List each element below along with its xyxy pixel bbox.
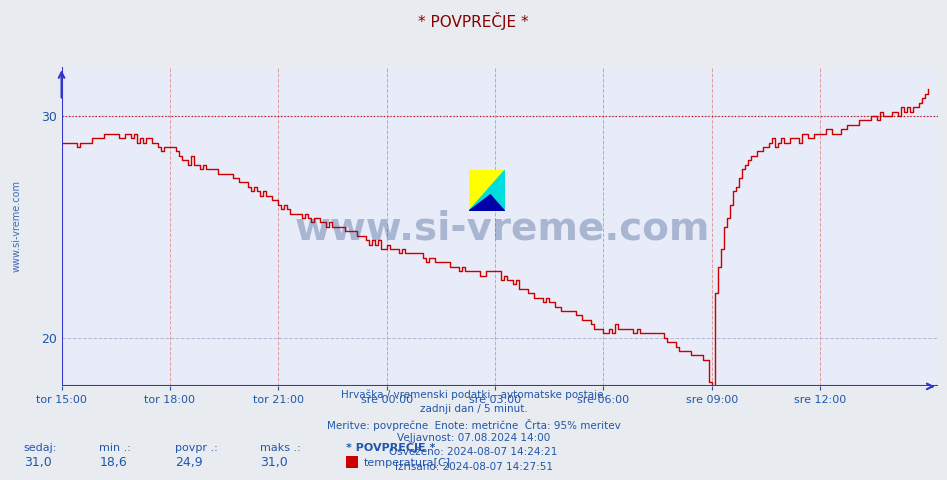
Polygon shape bbox=[469, 195, 505, 211]
Text: * POVPREČJE *: * POVPREČJE * bbox=[419, 12, 528, 30]
Text: povpr .:: povpr .: bbox=[175, 443, 218, 453]
Text: maks .:: maks .: bbox=[260, 443, 301, 453]
Text: www.si-vreme.com: www.si-vreme.com bbox=[12, 180, 22, 272]
Text: * POVPREČJE *: * POVPREČJE * bbox=[346, 441, 435, 453]
Polygon shape bbox=[469, 170, 505, 211]
Text: temperatura[C]: temperatura[C] bbox=[364, 457, 451, 468]
Text: 18,6: 18,6 bbox=[99, 456, 127, 468]
Text: Hrvaška / vremenski podatki - avtomatske postaje.: Hrvaška / vremenski podatki - avtomatske… bbox=[341, 390, 606, 400]
Text: www.si-vreme.com: www.si-vreme.com bbox=[295, 209, 709, 247]
Text: Meritve: povprečne  Enote: metrične  Črta: 95% meritev: Meritve: povprečne Enote: metrične Črta:… bbox=[327, 419, 620, 431]
Text: Veljavnost: 07.08.2024 14:00: Veljavnost: 07.08.2024 14:00 bbox=[397, 433, 550, 443]
Text: zadnji dan / 5 minut.: zadnji dan / 5 minut. bbox=[420, 404, 527, 414]
Text: sedaj:: sedaj: bbox=[24, 443, 57, 453]
Text: min .:: min .: bbox=[99, 443, 132, 453]
Text: 31,0: 31,0 bbox=[24, 456, 51, 468]
Polygon shape bbox=[469, 170, 505, 211]
Text: 24,9: 24,9 bbox=[175, 456, 203, 468]
Text: 31,0: 31,0 bbox=[260, 456, 288, 468]
Text: Osveženo: 2024-08-07 14:24:21: Osveženo: 2024-08-07 14:24:21 bbox=[389, 447, 558, 457]
Text: Izrisano: 2024-08-07 14:27:51: Izrisano: 2024-08-07 14:27:51 bbox=[395, 462, 552, 472]
